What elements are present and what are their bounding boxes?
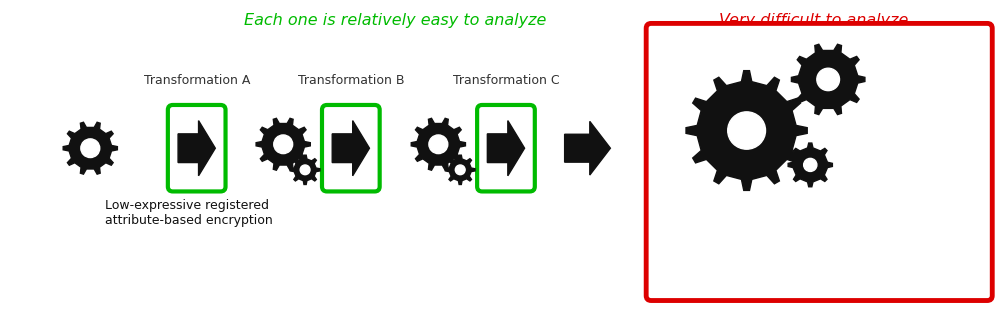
Polygon shape	[487, 121, 525, 176]
Text: Highly expressive
registered attribute-based
encryption algorithm: Highly expressive registered attribute-b…	[731, 180, 907, 223]
Polygon shape	[256, 118, 310, 170]
FancyBboxPatch shape	[646, 23, 992, 300]
Text: Very difficult to analyze: Very difficult to analyze	[719, 12, 908, 28]
Text: Transformation A: Transformation A	[144, 74, 250, 87]
Circle shape	[728, 112, 766, 149]
Circle shape	[804, 158, 817, 172]
Circle shape	[274, 135, 293, 154]
Polygon shape	[788, 143, 832, 187]
Polygon shape	[332, 121, 369, 176]
Polygon shape	[686, 71, 807, 190]
Circle shape	[81, 139, 100, 157]
FancyBboxPatch shape	[322, 105, 380, 191]
Circle shape	[300, 165, 310, 175]
Text: Transformation B: Transformation B	[298, 74, 404, 87]
Circle shape	[429, 135, 448, 154]
Polygon shape	[411, 118, 465, 170]
Text: Low-expressive registered
attribute-based encryption: Low-expressive registered attribute-base…	[105, 199, 273, 227]
Polygon shape	[63, 122, 117, 174]
Text: Transformation C: Transformation C	[453, 74, 559, 87]
Text: Each one is relatively easy to analyze: Each one is relatively easy to analyze	[244, 12, 547, 28]
Circle shape	[455, 165, 465, 175]
FancyBboxPatch shape	[477, 105, 535, 191]
Polygon shape	[565, 121, 610, 175]
Polygon shape	[178, 121, 215, 176]
Polygon shape	[445, 155, 475, 184]
FancyBboxPatch shape	[168, 105, 226, 191]
Polygon shape	[290, 155, 320, 184]
Circle shape	[817, 68, 840, 91]
Polygon shape	[791, 44, 865, 115]
